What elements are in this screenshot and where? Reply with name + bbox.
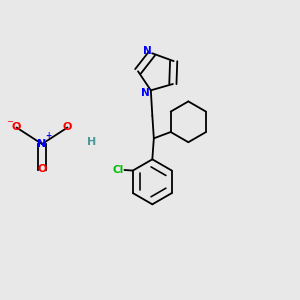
Text: −: − <box>6 117 14 126</box>
Text: N: N <box>38 139 46 149</box>
Text: O: O <box>63 122 72 133</box>
Text: O: O <box>37 164 47 175</box>
Text: N: N <box>141 88 150 98</box>
Text: Cl: Cl <box>112 165 124 175</box>
Text: N: N <box>143 46 152 56</box>
Text: H: H <box>87 136 96 147</box>
Text: +: + <box>46 131 52 140</box>
Text: O: O <box>12 122 21 133</box>
